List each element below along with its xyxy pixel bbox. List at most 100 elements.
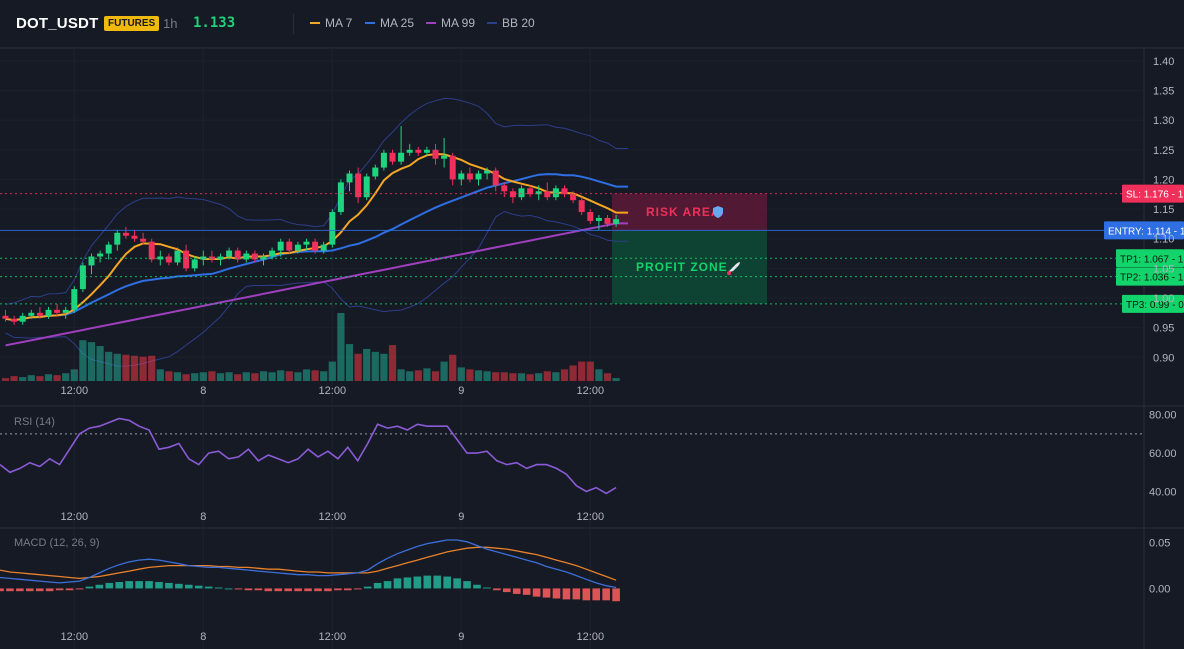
candle-body: [501, 185, 508, 192]
bb20-swatch: [487, 22, 497, 24]
macd-hist-bar: [612, 588, 620, 602]
macd-hist-bar: [393, 578, 402, 589]
macd-hist-bar: [26, 588, 34, 592]
candle-body: [492, 170, 499, 186]
main-time-tick: 9: [458, 385, 464, 397]
volume-bar: [277, 370, 285, 381]
macd-hist-bar: [443, 576, 451, 589]
volume-bar: [509, 373, 517, 381]
candle-body: [88, 256, 95, 266]
volume-bar: [440, 361, 448, 381]
legend-ma7[interactable]: MA 7: [310, 16, 352, 30]
candle-body: [535, 191, 542, 195]
macd-hist-bar: [314, 588, 322, 592]
volume-bar: [345, 344, 354, 381]
candle-body: [312, 241, 319, 251]
volume-bar: [105, 351, 113, 381]
volume-bar: [586, 361, 594, 381]
candle-body: [329, 212, 336, 245]
macd-time-tick: 12:00: [577, 631, 605, 643]
macd-hist-bar: [214, 587, 223, 589]
macd-hist-bar: [334, 588, 342, 591]
candle-body: [200, 256, 207, 260]
legend-ma25[interactable]: MA 25: [365, 16, 414, 30]
ma99-line: [5, 222, 629, 347]
volume-bar: [182, 374, 190, 381]
legend-ma25-label: MA 25: [380, 16, 415, 30]
rocket-flame: [727, 271, 731, 276]
candle-body: [71, 289, 78, 310]
macd-pane[interactable]: MACD (12, 26, 9) 0.05 0.00: [0, 537, 1170, 602]
volume-bar: [526, 374, 534, 381]
candle-body: [398, 152, 405, 162]
volume-bar: [44, 374, 53, 381]
macd-hist-bar: [592, 588, 601, 601]
volume-bar: [431, 371, 440, 381]
volume-bar: [294, 372, 302, 381]
candle-body: [389, 152, 396, 162]
candle-body: [54, 309, 61, 313]
timeframe-selector[interactable]: 1h: [163, 16, 178, 31]
price-tick: 1.40: [1153, 56, 1174, 68]
candle-body: [570, 194, 577, 201]
candle-body: [79, 265, 86, 290]
legend-bb20[interactable]: BB 20: [487, 16, 535, 30]
candle-body: [62, 309, 69, 313]
candle-body: [466, 173, 473, 180]
candle-body: [363, 176, 370, 198]
main-time-tick: 12:00: [319, 385, 347, 397]
rsi-title: RSI (14): [14, 416, 55, 428]
volume-bar: [225, 372, 233, 381]
volume-bar: [363, 348, 371, 381]
macd-hist-bar: [95, 584, 104, 589]
symbol-name[interactable]: DOT_USDT: [16, 15, 99, 32]
price-axis[interactable]: 12:00 8 12:00 9 12:00 12:00 8 12:00 9 12:00 12:00 8…: [61, 56, 1175, 643]
candle-body: [527, 188, 534, 195]
chart-header: DOT_USDT FUTURES 1h 1.133 MA 7 MA 25 MA …: [0, 0, 1184, 48]
futures-badge: FUTURES: [104, 16, 160, 31]
price-tick: 1.35: [1153, 86, 1174, 98]
macd-line: [0, 539, 617, 589]
trade-zones: RISK AREA PROFIT ZONE: [612, 193, 767, 304]
volume-bar: [79, 340, 87, 381]
candle-body: [45, 309, 52, 316]
main-time-tick: 12:00: [61, 385, 89, 397]
volume-bar: [148, 355, 156, 381]
ma25-swatch: [365, 22, 375, 24]
candle-body: [140, 238, 147, 242]
main-time-tick: 8: [200, 385, 206, 397]
candle-body: [36, 312, 43, 316]
volume-bar: [173, 372, 182, 381]
volume-bar: [578, 361, 586, 381]
volume-bar: [354, 353, 362, 381]
volume-bar: [371, 351, 379, 381]
legend-ma7-label: MA 7: [325, 16, 353, 30]
macd-hist-bar: [542, 588, 551, 598]
volume-bar: [406, 371, 414, 381]
volume-bar: [122, 354, 130, 381]
entry-tag: [1104, 221, 1184, 240]
volume-bar: [414, 370, 422, 381]
candles[interactable]: [2, 126, 620, 325]
candle-body: [294, 244, 301, 251]
candle-body: [260, 256, 267, 260]
volume-bar: [595, 369, 603, 381]
macd-hist-bar: [185, 584, 193, 589]
rsi-pane[interactable]: RSI (14) 80.00 60.00 40.00: [0, 410, 1177, 499]
candle-body: [415, 149, 422, 153]
volume-bar: [10, 376, 18, 381]
legend-ma99[interactable]: MA 99: [426, 16, 475, 30]
macd-hist-bar: [383, 581, 392, 589]
candle-body: [303, 241, 310, 245]
price-tick: 1.05: [1153, 263, 1174, 275]
candle-body: [114, 232, 121, 245]
macd-hist-bar: [135, 581, 143, 589]
rsi-tick: 60.00: [1149, 448, 1177, 460]
volume-bar: [337, 313, 345, 381]
macd-hist-bar: [602, 588, 610, 601]
volume-bar: [380, 353, 388, 381]
rsi-time-tick: 9: [458, 511, 464, 523]
legend-bb20-label: BB 20: [502, 16, 535, 30]
macd-hist-bar: [532, 588, 541, 597]
